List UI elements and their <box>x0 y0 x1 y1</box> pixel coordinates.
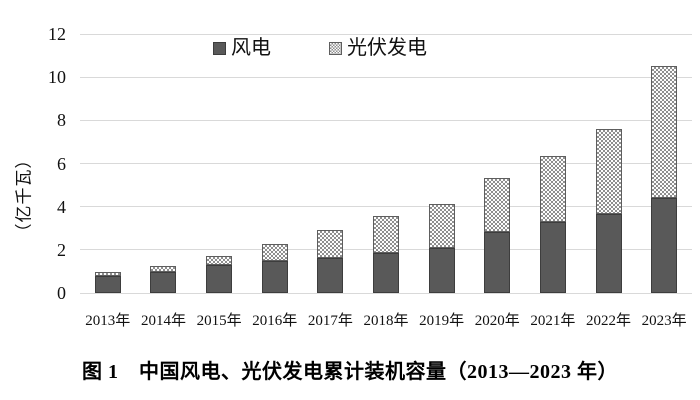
bar-segment-wind-2022年 <box>595 214 622 293</box>
bar-segment-solar-2023年 <box>651 66 678 198</box>
bar-segment-solar-2015年 <box>206 255 233 266</box>
x-tick-label: 2015年 <box>196 313 242 329</box>
legend-item-solar: 光伏发电 <box>329 38 427 58</box>
x-tick-label: 2013年 <box>85 313 131 329</box>
bar-segment-wind-2018年 <box>373 253 399 293</box>
bar-segment-solar-2020年 <box>484 177 511 233</box>
bar-segment-solar-2013年 <box>94 272 121 277</box>
bar-segment-wind-2020年 <box>484 232 511 293</box>
bar-segment-solar-2021年 <box>539 156 566 223</box>
bar-segment-wind-2014年 <box>150 272 177 293</box>
legend: 风电 光伏发电 <box>213 38 427 58</box>
x-tick-label: 2022年 <box>586 313 632 329</box>
x-tick-label: 2014年 <box>140 313 186 329</box>
y-tick-label: 8 <box>57 110 66 131</box>
legend-swatch-icon <box>213 41 226 55</box>
legend-item-wind: 风电 <box>213 38 271 58</box>
bar-segment-solar-2014年 <box>150 266 177 273</box>
y-tick-label: 4 <box>57 196 66 217</box>
y-tick-label: 2 <box>57 239 66 260</box>
bar-segment-solar-2016年 <box>261 244 288 261</box>
x-tick-label: 2021年 <box>530 313 576 329</box>
gridline-y-0 <box>80 292 692 294</box>
y-tick-label: 6 <box>57 153 66 174</box>
bar-segment-wind-2013年 <box>94 276 121 293</box>
bar-segment-wind-2017年 <box>317 257 344 293</box>
bar-segment-solar-2019年 <box>428 203 455 248</box>
x-tick-label: 2017年 <box>307 313 353 329</box>
bar-segment-wind-2016年 <box>261 260 288 293</box>
x-tick-label: 2016年 <box>252 313 298 329</box>
bar-segment-solar-2022年 <box>595 129 622 215</box>
y-tick-label: 12 <box>48 24 66 44</box>
figure-caption: 图 1 中国风电、光伏发电累计装机容量（2013—2023 年） <box>82 361 618 383</box>
x-tick-label: 2018年 <box>363 313 409 329</box>
gridline-y-4 <box>80 206 692 208</box>
bar-segment-wind-2021年 <box>539 222 566 293</box>
x-tick-label: 2020年 <box>474 313 520 329</box>
bar-segment-wind-2015年 <box>206 265 233 293</box>
legend-label: 光伏发电 <box>347 37 427 59</box>
y-tick-label: 0 <box>57 283 66 303</box>
bar-segment-wind-2019年 <box>428 247 455 293</box>
gridline-y-8 <box>80 119 692 121</box>
x-tick-label: 2019年 <box>419 313 465 329</box>
x-tick-label: 2023年 <box>641 313 687 329</box>
bar-segment-solar-2017年 <box>317 229 344 258</box>
gridline-y-10 <box>80 76 692 78</box>
legend-swatch-icon <box>329 41 342 55</box>
gridline-y-12 <box>80 33 692 35</box>
y-tick-label: 10 <box>48 67 66 88</box>
bar-segment-wind-2023年 <box>651 197 678 293</box>
gridline-y-6 <box>80 163 692 164</box>
legend-label: 风电 <box>231 37 271 59</box>
bar-segment-solar-2018年 <box>373 215 399 254</box>
